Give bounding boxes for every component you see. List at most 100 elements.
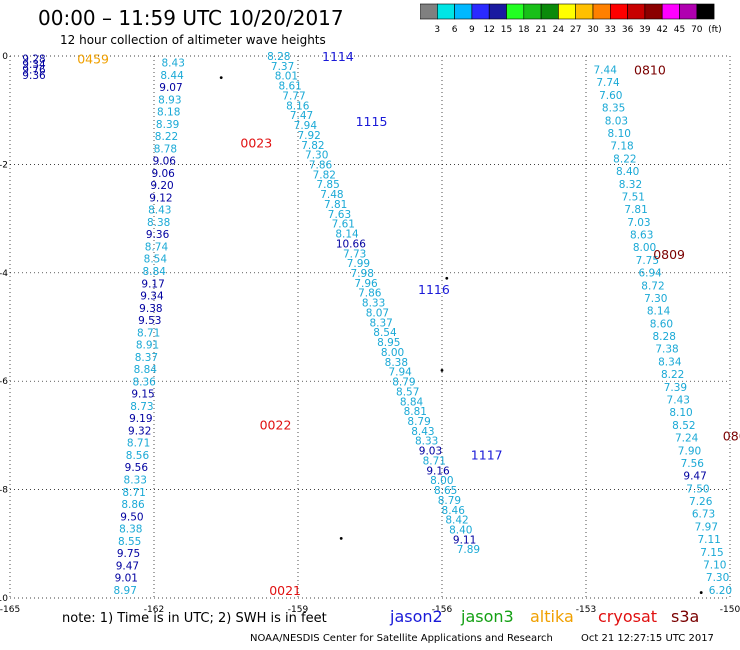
- island-marker: [219, 76, 223, 80]
- x-tick-label: -150: [720, 605, 740, 615]
- island-marker: [445, 276, 449, 280]
- y-tick-label: -2: [0, 160, 8, 170]
- wave-height-value: 8.03: [605, 115, 628, 127]
- wave-height-value: 8.91: [136, 340, 159, 352]
- wave-height-value: 8.78: [154, 143, 177, 155]
- wave-height-value: 9.32: [128, 425, 151, 437]
- legend-cryosat: cryosat: [598, 607, 658, 626]
- wave-height-value: 7.50: [686, 483, 709, 495]
- wave-height-value: 7.94: [294, 120, 318, 132]
- wave-height-value: 8.79: [392, 377, 415, 389]
- wave-height-value: 8.00: [381, 347, 404, 359]
- wave-height-value: 8.55: [118, 536, 141, 548]
- wave-height-value: 8.22: [613, 153, 636, 165]
- wave-height-value: 9.01: [115, 573, 138, 585]
- wave-height-value: 9.36: [146, 229, 170, 241]
- wave-height-value: 8.07: [366, 307, 389, 319]
- wave-height-value: 7.30: [706, 572, 729, 584]
- wave-height-value: 8.44: [160, 70, 184, 82]
- wave-height-value: 8.40: [616, 166, 639, 178]
- wave-height-value: 8.38: [385, 357, 408, 369]
- wave-height-value: 8.34: [658, 356, 682, 368]
- wave-height-value: 10.66: [336, 238, 366, 250]
- wave-height-value: 8.73: [130, 401, 153, 413]
- track-time-label: 080: [723, 428, 740, 443]
- track-time-label: 0809: [653, 247, 685, 262]
- wave-height-value: 9.38: [139, 303, 162, 315]
- wave-height-value: 9.06: [153, 156, 177, 168]
- colorbar-label: 3: [434, 25, 440, 35]
- wave-height-value: 9.50: [120, 511, 143, 523]
- track-time-label: 1116: [418, 282, 450, 297]
- colorbar-label: 18: [518, 25, 530, 35]
- legend-s3a: s3a: [671, 607, 700, 626]
- wave-height-value: 6.94: [638, 268, 662, 280]
- wave-height-value: 8.18: [157, 107, 180, 119]
- wave-height-value: 8.22: [661, 369, 684, 381]
- wave-height-value: 7.47: [290, 110, 313, 122]
- track-time-label: 0021: [269, 583, 301, 598]
- wave-height-value: 7.03: [627, 217, 650, 229]
- colorbar-label: 21: [535, 25, 546, 35]
- track-time-label: 1114: [322, 49, 354, 64]
- colorbar: 3 6 9 12 15 18 21 24 27 30 33 36 39 42 45 70 (ft): [420, 3, 722, 35]
- island-marker: [699, 591, 703, 594]
- wave-height-value: 9.03: [419, 446, 442, 458]
- wave-height-value: 7.48: [320, 189, 343, 201]
- wave-height-value: 7.30: [305, 150, 328, 162]
- wave-height-value: 7.89: [457, 544, 480, 556]
- wave-height-value: 7.74: [596, 77, 620, 89]
- y-tick-label: 0: [2, 52, 8, 62]
- wave-height-value: 8.36: [132, 376, 156, 388]
- island-marker: [440, 368, 444, 372]
- colorbar-label: 36: [622, 25, 634, 35]
- wave-height-value: 7.73: [343, 248, 366, 260]
- wave-height-value: 9.16: [426, 465, 450, 477]
- wave-height-value: 8.43: [162, 58, 185, 70]
- wave-height-value: 8.79: [438, 495, 461, 507]
- wave-height-value: 7.56: [681, 458, 705, 470]
- wave-height-value: 7.38: [655, 344, 678, 356]
- wave-height-value: 8.63: [630, 230, 653, 242]
- wave-height-value: 9.28: [22, 54, 45, 66]
- colorbar-label: 30: [587, 25, 599, 35]
- wave-height-value: 7.82: [301, 140, 324, 152]
- wave-height-value: 8.37: [369, 317, 392, 329]
- wave-height-value: 8.16: [286, 100, 310, 112]
- colorbar-label: 70: [691, 25, 703, 35]
- x-tick-label: -162: [144, 605, 164, 615]
- wave-height-value: 9.75: [117, 548, 140, 560]
- colorbar-swatch: [696, 3, 715, 20]
- x-tick-label: -153: [576, 605, 596, 615]
- wave-height-value: 8.38: [147, 217, 170, 229]
- colorbar-label: 33: [605, 25, 616, 35]
- wave-height-value: 8.28: [653, 331, 676, 343]
- y-tick-label: -6: [0, 377, 8, 387]
- wave-height-value: 8.37: [135, 352, 158, 364]
- wave-height-value: 7.18: [610, 141, 633, 153]
- wave-height-value: 8.10: [669, 407, 692, 419]
- wave-height-value: 7.11: [697, 534, 720, 546]
- wave-height-value: 9.56: [125, 462, 149, 474]
- wave-height-value: 7.24: [675, 433, 699, 445]
- track-time-label: 1115: [356, 114, 388, 129]
- wave-height-value: 8.00: [430, 475, 453, 487]
- wave-height-value: 8.81: [404, 406, 427, 418]
- page-title: 00:00 – 11:59 UTC 10/20/2017: [38, 6, 344, 30]
- wave-height-value: 7.37: [271, 61, 294, 73]
- wave-height-value: 8.01: [275, 71, 298, 83]
- wave-height-value: 8.61: [278, 81, 301, 93]
- wave-height-value: 9.34: [22, 59, 46, 71]
- colorbar-label: 6: [452, 25, 458, 35]
- wave-height-value: 7.94: [388, 367, 412, 379]
- wave-height-value: 8.71: [137, 327, 160, 339]
- wave-height-value: 8.60: [650, 318, 673, 330]
- track-time-label: 0022: [260, 418, 292, 433]
- wave-height-value: 9.17: [141, 278, 164, 290]
- wave-height-value: 8.72: [641, 280, 664, 292]
- wave-height-value: 8.84: [143, 266, 167, 278]
- wave-height-value: 8.10: [608, 128, 631, 140]
- wave-height-value: 9.34: [140, 291, 164, 303]
- wave-height-value: 7.61: [332, 219, 355, 231]
